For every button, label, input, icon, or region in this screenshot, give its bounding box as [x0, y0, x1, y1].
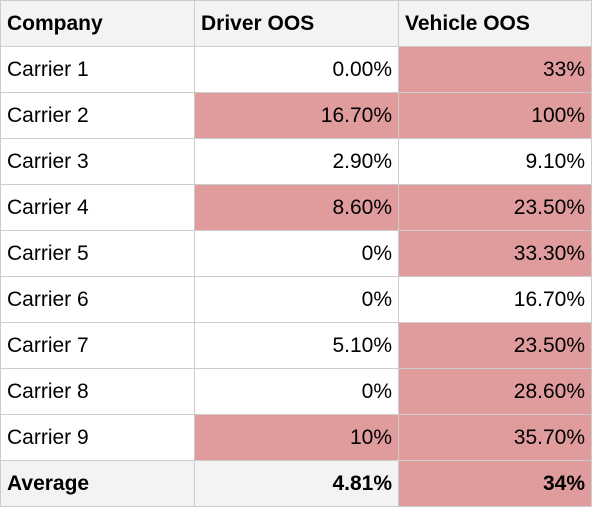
driver-oos-cell: 8.60% — [194, 184, 399, 231]
vehicle-oos-cell: 33.30% — [398, 230, 592, 277]
table-row: Carrier 2 16.70% 100% — [0, 92, 592, 139]
average-label: Average — [0, 460, 195, 507]
driver-oos-cell: 0% — [194, 230, 399, 277]
table-row: Carrier 5 0% 33.30% — [0, 230, 592, 277]
company-cell: Carrier 2 — [0, 92, 195, 139]
vehicle-oos-cell: 16.70% — [398, 276, 592, 323]
table-row: Carrier 4 8.60% 23.50% — [0, 184, 592, 231]
vehicle-oos-cell: 23.50% — [398, 184, 592, 231]
company-cell: Carrier 6 — [0, 276, 195, 323]
driver-oos-cell: 10% — [194, 414, 399, 461]
average-row: Average 4.81% 34% — [0, 460, 592, 507]
driver-oos-cell: 5.10% — [194, 322, 399, 369]
header-company: Company — [0, 0, 195, 47]
company-cell: Carrier 8 — [0, 368, 195, 415]
header-driver-oos: Driver OOS — [194, 0, 399, 47]
vehicle-oos-cell: 23.50% — [398, 322, 592, 369]
header-vehicle-oos: Vehicle OOS — [398, 0, 592, 47]
average-vehicle-oos: 34% — [398, 460, 592, 507]
table-row: Carrier 1 0.00% 33% — [0, 46, 592, 93]
driver-oos-cell: 2.90% — [194, 138, 399, 185]
driver-oos-cell: 0% — [194, 276, 399, 323]
company-cell: Carrier 5 — [0, 230, 195, 277]
driver-oos-cell: 0.00% — [194, 46, 399, 93]
average-driver-oos: 4.81% — [194, 460, 399, 507]
driver-oos-cell: 0% — [194, 368, 399, 415]
table-row: Carrier 3 2.90% 9.10% — [0, 138, 592, 185]
company-cell: Carrier 1 — [0, 46, 195, 93]
vehicle-oos-cell: 35.70% — [398, 414, 592, 461]
driver-oos-cell: 16.70% — [194, 92, 399, 139]
vehicle-oos-cell: 100% — [398, 92, 592, 139]
header-row: Company Driver OOS Vehicle OOS — [0, 0, 592, 47]
company-cell: Carrier 4 — [0, 184, 195, 231]
table-row: Carrier 9 10% 35.70% — [0, 414, 592, 461]
company-cell: Carrier 3 — [0, 138, 195, 185]
company-cell: Carrier 7 — [0, 322, 195, 369]
vehicle-oos-cell: 28.60% — [398, 368, 592, 415]
table-row: Carrier 8 0% 28.60% — [0, 368, 592, 415]
table-row: Carrier 6 0% 16.70% — [0, 276, 592, 323]
company-cell: Carrier 9 — [0, 414, 195, 461]
vehicle-oos-cell: 33% — [398, 46, 592, 93]
table-row: Carrier 7 5.10% 23.50% — [0, 322, 592, 369]
vehicle-oos-cell: 9.10% — [398, 138, 592, 185]
